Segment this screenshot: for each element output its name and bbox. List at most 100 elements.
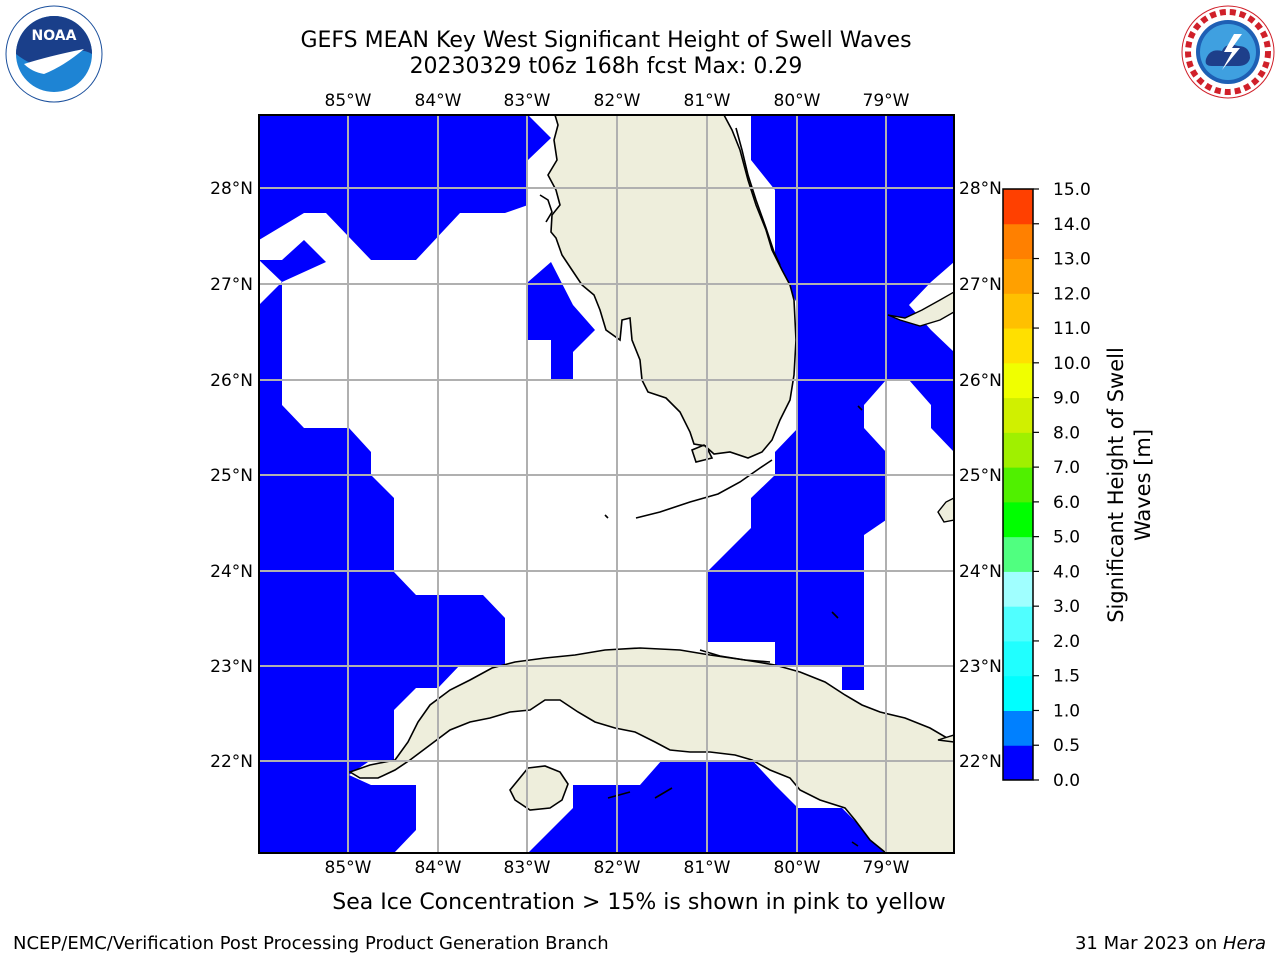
colorbar-segment [1003, 606, 1033, 642]
swell-field-west [259, 115, 551, 853]
land-masses [348, 115, 954, 853]
colorbar-tick-label: 15.0 [1053, 180, 1091, 200]
lat-label-left: 25°N [210, 466, 253, 486]
lon-label-top: 83°W [504, 91, 551, 111]
chart-subtitle: 20230329 t06z 168h fcst Max: 0.29 [409, 54, 803, 79]
land-cuba [348, 647, 954, 853]
coastline-details [539, 127, 863, 847]
colorbar-tick-label: 13.0 [1053, 250, 1091, 270]
longitude-labels-top: 85°W 84°W 83°W 82°W 81°W 80°W 79°W [325, 91, 910, 111]
lon-label-top: 85°W [325, 91, 372, 111]
colorbar-segment [1003, 293, 1033, 329]
latitude-labels-right: 28°N 27°N 26°N 25°N 24°N 23°N 22°N [959, 179, 1002, 772]
colorbar-segment [1003, 501, 1033, 538]
swell-field-mid [528, 262, 595, 380]
lon-label-bottom: 79°W [863, 858, 910, 878]
colorbar-segment [1003, 640, 1033, 677]
lon-label-bottom: 81°W [684, 858, 731, 878]
florida-keys [635, 459, 773, 519]
map-frame [258, 114, 955, 854]
colorbar-tick-label: 12.0 [1053, 284, 1091, 304]
bahamas-cays [831, 405, 863, 847]
noaa-logo: NOAA [5, 5, 103, 103]
colorbar-tick-label: 1.5 [1053, 667, 1080, 687]
lon-label-top: 84°W [415, 91, 462, 111]
land-hispaniola-edge [937, 734, 954, 743]
lon-label-top: 82°W [594, 91, 641, 111]
lat-label-left: 28°N [210, 179, 253, 199]
lat-label-right: 24°N [959, 562, 1002, 582]
land-bahamas-north [887, 291, 954, 327]
dry-tortugas [604, 514, 609, 519]
lon-label-top: 80°W [774, 91, 821, 111]
lat-label-right: 27°N [959, 275, 1002, 295]
colorbar-tick-label: 3.0 [1053, 597, 1080, 617]
map-plot-area [259, 115, 954, 853]
lat-label-left: 24°N [210, 562, 253, 582]
colorbar-ticks: 0.0 0.5 1.0 1.5 2.0 3.0 4.0 5.0 6.0 7.0 8.0 9.0 10.0… [1033, 180, 1091, 791]
sea-ice-note: Sea Ice Concentration > 15% is shown in … [332, 890, 946, 915]
colorbar-tick-label: 2.0 [1053, 632, 1080, 652]
lon-label-top: 81°W [684, 91, 731, 111]
land-bahamas-andros [937, 497, 954, 523]
cuba-keys-north [699, 649, 771, 663]
lat-label-left: 26°N [210, 371, 253, 391]
colorbar-frame [1002, 188, 1034, 781]
lat-label-right: 25°N [959, 466, 1002, 486]
colorbar: 0.0 0.5 1.0 1.5 2.0 3.0 4.0 5.0 6.0 7.0 8.0 9.0 10.0… [1002, 180, 1155, 791]
colorbar-tick-label: 9.0 [1053, 389, 1080, 409]
land-isle-of-youth [509, 765, 569, 811]
colorbar-tick-label: 5.0 [1053, 528, 1080, 548]
colorbar-tick-label: 7.0 [1053, 458, 1080, 478]
colorbar-title-line2: Waves [m] [1131, 429, 1155, 541]
colorbar-segment [1003, 362, 1033, 399]
latitude-labels-left: 28°N 27°N 26°N 25°N 24°N 23°N 22°N [210, 179, 253, 772]
colorbar-segment [1003, 189, 1033, 225]
colorbar-tick-label: 0.5 [1053, 736, 1080, 756]
longitude-labels-bottom: 85°W 84°W 83°W 82°W 81°W 80°W 79°W [325, 858, 910, 878]
lon-label-bottom: 80°W [774, 858, 821, 878]
colorbar-segment [1003, 536, 1033, 572]
gridlines [259, 115, 954, 853]
colorbar-segment [1003, 223, 1033, 260]
colorbar-tick-label: 14.0 [1053, 215, 1091, 235]
colorbar-tick-label: 6.0 [1053, 493, 1080, 513]
land-florida [547, 115, 797, 463]
lon-label-top: 79°W [863, 91, 910, 111]
colorbar-segment [1003, 397, 1033, 433]
lat-label-right: 22°N [959, 752, 1002, 772]
colorbar-tick-label: 1.0 [1053, 701, 1080, 721]
noaa-logo-text: NOAA [32, 28, 77, 44]
colorbar-tick-label: 4.0 [1053, 562, 1080, 582]
colorbar-tick-label: 8.0 [1053, 423, 1080, 443]
colorbar-segment [1003, 745, 1033, 781]
colorbar-segment [1003, 675, 1033, 711]
footer-date-text: 31 Mar 2023 on [1074, 933, 1223, 954]
chart-title: GEFS MEAN Key West Significant Height of… [300, 28, 912, 53]
colorbar-segment [1003, 432, 1033, 468]
lon-label-bottom: 82°W [594, 858, 641, 878]
colorbar-segment [1003, 328, 1033, 364]
colorbar-segment [1003, 710, 1033, 746]
colorbar-segments [1003, 189, 1033, 781]
lat-label-right: 26°N [959, 371, 1002, 391]
lat-label-left: 22°N [210, 752, 253, 772]
cuba-keys-south [607, 787, 673, 799]
lat-label-right: 23°N [959, 657, 1002, 677]
colorbar-tick-label: 10.0 [1053, 354, 1091, 374]
colorbar-tick-label: 0.0 [1053, 771, 1080, 791]
lon-label-bottom: 85°W [325, 858, 372, 878]
lon-label-bottom: 84°W [415, 858, 462, 878]
lat-label-left: 27°N [210, 275, 253, 295]
lat-label-right: 28°N [959, 179, 1002, 199]
lat-label-left: 23°N [210, 657, 253, 677]
lon-label-bottom: 83°W [504, 858, 551, 878]
nws-logo [1181, 5, 1275, 99]
colorbar-tick-label: 11.0 [1053, 319, 1091, 339]
tampa-bay [539, 194, 553, 223]
colorbar-segment [1003, 571, 1033, 607]
swell-field-east [707, 115, 954, 690]
colorbar-segment [1003, 467, 1033, 503]
indian-river-lagoon [735, 127, 781, 266]
footer-machine: Hera [1222, 933, 1266, 954]
